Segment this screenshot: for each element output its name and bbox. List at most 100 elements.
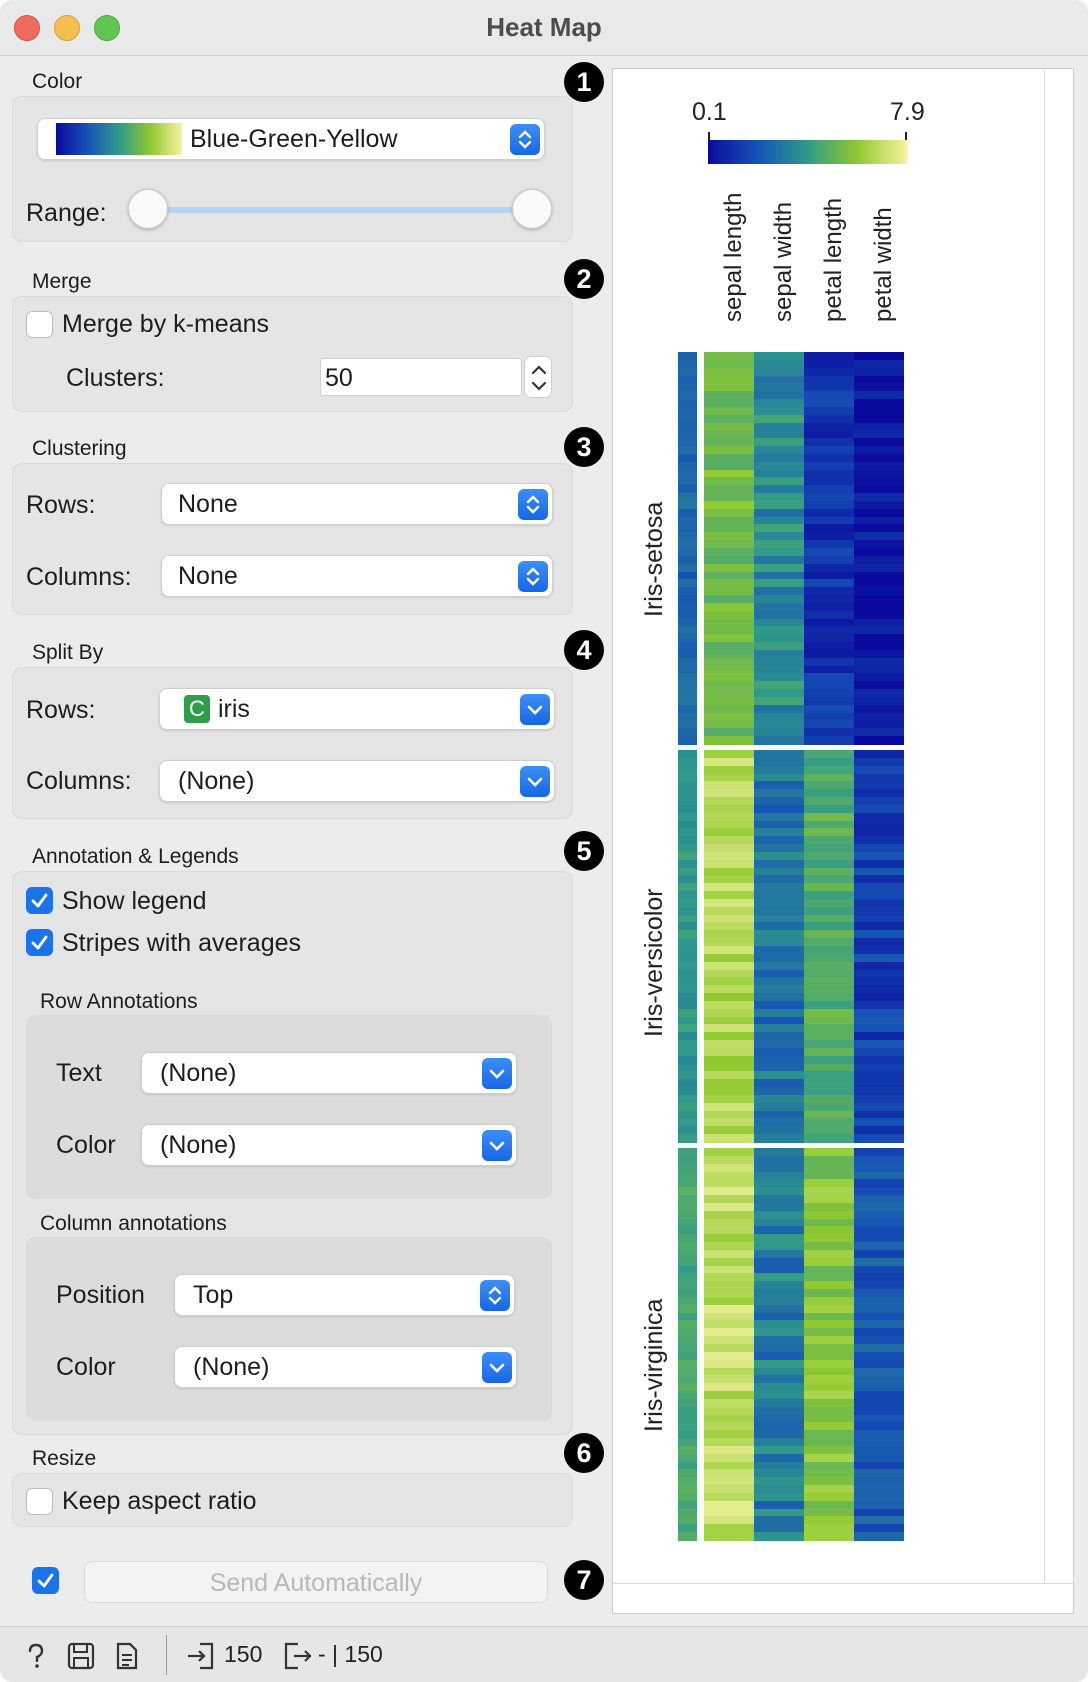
- average-stripe-cell: [678, 1155, 697, 1165]
- heatmap-cell: [754, 938, 804, 947]
- heatmap-cell: [804, 563, 854, 573]
- heatmap-cell: [704, 1148, 754, 1157]
- show-legend-checkbox[interactable]: [26, 887, 53, 914]
- stripes-checkbox[interactable]: [26, 929, 53, 956]
- chevron-down-icon: [482, 1352, 512, 1383]
- heatmap-cell: [854, 789, 904, 798]
- heatmap-cell: [804, 642, 854, 651]
- send-auto-checkbox[interactable]: [32, 1567, 59, 1594]
- callout-badge-4: 4: [564, 630, 604, 670]
- annotation-section-title: Annotation & Legends: [32, 845, 239, 868]
- heatmap-cell: [754, 352, 804, 361]
- average-stripe-cell: [678, 938, 697, 947]
- heatmap-cell: [704, 820, 754, 829]
- heatmap-cell: [754, 610, 804, 620]
- heatmap-cell: [804, 1461, 854, 1471]
- average-stripe-cell: [678, 508, 697, 518]
- heatmap-cell: [754, 1079, 804, 1088]
- average-stripe-cell: [678, 1016, 697, 1025]
- heatmap-cell: [704, 789, 754, 798]
- help-icon[interactable]: [22, 1641, 50, 1671]
- heatmap-cell: [854, 657, 904, 667]
- column-position-label: Position: [56, 1281, 145, 1309]
- close-window-button[interactable]: [14, 15, 40, 41]
- row-group-label-setosa: Iris-setosa: [640, 501, 668, 617]
- split-rows-value: iris: [218, 695, 250, 723]
- keep-aspect-checkbox[interactable]: [26, 1488, 53, 1515]
- average-stripe-cell: [678, 859, 697, 869]
- row-text-combo[interactable]: (None): [141, 1052, 517, 1094]
- average-stripe-cell: [678, 406, 697, 416]
- heatmap-cell: [704, 867, 754, 877]
- palette-combo[interactable]: Blue-Green-Yellow: [37, 118, 545, 160]
- range-slider-track[interactable]: [140, 207, 520, 213]
- heatmap-cell: [754, 367, 804, 377]
- column-position-combo[interactable]: Top: [174, 1274, 515, 1316]
- kmeans-checkbox[interactable]: [26, 311, 53, 338]
- heatmap-cell: [754, 1094, 804, 1104]
- heatmap-cell: [754, 1367, 804, 1376]
- heatmap-cell: [754, 1289, 804, 1298]
- clusters-stepper[interactable]: [524, 356, 552, 398]
- minimize-window-button[interactable]: [54, 15, 80, 41]
- heatmap-cell: [704, 1087, 754, 1096]
- heatmap-cell: [854, 820, 904, 829]
- heatmap-cell: [754, 930, 804, 939]
- status-bar: 150 - | 150: [0, 1626, 1088, 1682]
- heatmap-cell: [854, 1344, 904, 1353]
- heatmap-cell: [704, 1024, 754, 1033]
- heatmap-cell: [804, 898, 854, 908]
- heatmap-cell: [704, 485, 754, 494]
- report-icon[interactable]: [114, 1641, 140, 1671]
- heatmap-cell: [704, 391, 754, 400]
- average-stripe-cell: [678, 1148, 697, 1157]
- heatmap-cell: [854, 1485, 904, 1494]
- average-stripe-cell: [678, 469, 697, 479]
- heatmap-cell: [804, 438, 854, 447]
- heatmap-cell: [704, 1391, 754, 1400]
- save-icon[interactable]: [66, 1641, 96, 1671]
- heatmap-cell: [754, 1024, 804, 1033]
- heatmap-cell: [854, 610, 904, 620]
- average-stripe-cell: [678, 1336, 697, 1345]
- heatmap-cell: [854, 1163, 904, 1173]
- heatmap-cell: [704, 1500, 754, 1510]
- send-automatically-button[interactable]: Send Automatically: [84, 1561, 548, 1603]
- average-stripe-cell: [678, 836, 697, 845]
- heatmap-cell: [704, 736, 754, 745]
- heatmap-cell: [754, 1055, 804, 1065]
- average-stripe-cell: [678, 1079, 697, 1088]
- heatmap-cell: [804, 1040, 854, 1049]
- heatmap-cell: [804, 524, 854, 533]
- heatmap-cell: [804, 712, 854, 722]
- heatmap-cell: [754, 1187, 804, 1196]
- heatmap-cell: [704, 626, 754, 635]
- split-rows-combo[interactable]: C iris: [159, 688, 555, 730]
- clustering-columns-combo[interactable]: None: [161, 555, 553, 597]
- heatmap-cell: [854, 712, 904, 722]
- heatmap-cell: [704, 765, 754, 775]
- vertical-scrollbar[interactable]: [1044, 69, 1045, 1583]
- range-low-handle[interactable]: [128, 189, 168, 229]
- row-color-combo[interactable]: (None): [141, 1124, 517, 1166]
- heatmap-cell: [704, 414, 754, 424]
- clusters-spinbox[interactable]: 50: [320, 358, 522, 396]
- heatmap-cell: [854, 1063, 904, 1073]
- heatmap-cell: [704, 540, 754, 549]
- show-legend-label: Show legend: [62, 887, 207, 915]
- horizontal-scrollbar[interactable]: [613, 1583, 1073, 1584]
- split-columns-combo[interactable]: (None): [159, 760, 555, 802]
- average-stripe-cell: [678, 1118, 697, 1127]
- zoom-window-button[interactable]: [94, 15, 120, 41]
- column-color-combo[interactable]: (None): [174, 1346, 517, 1388]
- clustering-rows-combo[interactable]: None: [161, 483, 553, 525]
- heatmap-cell: [854, 1281, 904, 1290]
- heatmap-cell: [704, 1469, 754, 1478]
- range-high-handle[interactable]: [512, 189, 552, 229]
- heatmap-cell: [804, 1148, 854, 1157]
- heatmap-cell: [854, 359, 904, 369]
- heatmap-cell: [754, 1171, 804, 1180]
- heatmap-cell: [704, 1312, 754, 1322]
- legend-max-tick: [905, 132, 907, 142]
- average-stripe-cell: [678, 642, 697, 651]
